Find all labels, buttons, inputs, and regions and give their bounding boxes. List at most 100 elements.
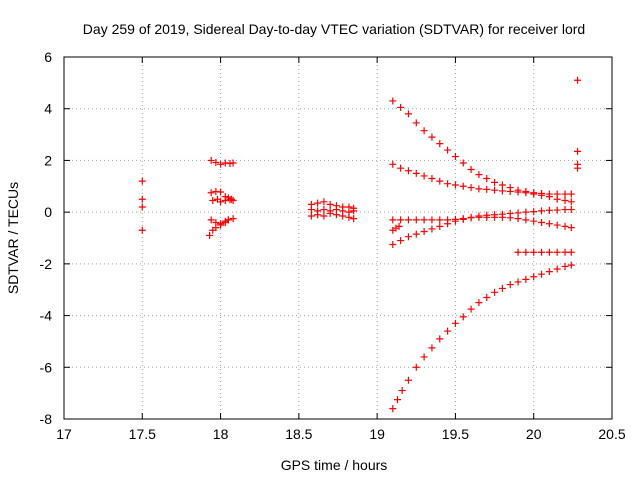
series-cluster-18.7-a (307, 198, 358, 212)
data-point (207, 216, 215, 224)
data-point (389, 160, 397, 168)
y-tick-label: 2 (44, 152, 52, 168)
series-track-short (389, 222, 403, 234)
y-tick-label: -8 (40, 411, 53, 427)
y-tick-label: -6 (40, 359, 53, 375)
data-point (483, 293, 491, 301)
data-point (498, 284, 506, 292)
data-point (428, 175, 436, 183)
data-point (350, 215, 358, 223)
series-cluster-18-mid-b (209, 195, 237, 206)
data-point (217, 198, 225, 206)
data-point (389, 216, 397, 224)
data-point (444, 327, 452, 335)
data-point (561, 248, 569, 256)
x-tick-label: 18.5 (285, 426, 312, 442)
x-tick-label: 19 (369, 426, 385, 442)
data-point (207, 156, 215, 164)
data-point (530, 208, 538, 216)
series-track-mid-upper (389, 160, 575, 206)
data-point (538, 207, 546, 215)
data-point (217, 160, 225, 168)
data-point (459, 313, 467, 321)
data-point (538, 270, 546, 278)
data-point (545, 220, 553, 228)
series-track-flat (514, 248, 575, 256)
data-point (567, 261, 575, 269)
data-point (567, 248, 575, 256)
data-point (326, 200, 334, 208)
data-point (506, 281, 514, 289)
data-point (395, 222, 403, 230)
data-point (522, 275, 530, 283)
series-isolated-17.5 (138, 177, 146, 234)
data-point (397, 103, 405, 111)
data-point (224, 216, 232, 224)
data-point (451, 181, 459, 189)
data-point (436, 222, 444, 230)
data-point (514, 209, 522, 217)
data-point (420, 353, 428, 361)
series-track-deep (389, 261, 575, 413)
data-point (339, 212, 347, 220)
data-point (320, 206, 328, 214)
data-point (545, 193, 553, 201)
data-point (217, 221, 225, 229)
data-point (436, 335, 444, 343)
data-point (498, 187, 506, 195)
grid (64, 57, 612, 419)
data-point (545, 248, 553, 256)
series-track-lower (389, 206, 575, 248)
data-point (514, 188, 522, 196)
data-point (404, 233, 412, 241)
data-point (491, 178, 499, 186)
data-point (226, 196, 234, 204)
data-point (522, 248, 530, 256)
x-tick-label: 17 (56, 426, 72, 442)
data-point (498, 210, 506, 218)
data-point (467, 184, 475, 192)
data-point (522, 208, 530, 216)
data-point (436, 216, 444, 224)
data-point (138, 177, 146, 185)
data-point (420, 216, 428, 224)
y-tick-label: -2 (40, 256, 53, 272)
y-tick-label: 6 (44, 49, 52, 65)
data-point (428, 225, 436, 233)
plot-frame (63, 56, 613, 420)
y-tick-label: -4 (40, 308, 53, 324)
data-point (420, 228, 428, 236)
data-point (393, 396, 401, 404)
data-point (138, 226, 146, 234)
data-point (530, 217, 538, 225)
data-point (314, 211, 322, 219)
data-point (514, 248, 522, 256)
data-point (397, 164, 405, 172)
x-tick-label: 20 (526, 426, 542, 442)
data-point (451, 217, 459, 225)
x-tick-label: 20.5 (598, 426, 625, 442)
data-point (314, 199, 322, 207)
data-point (491, 211, 499, 219)
data-point (561, 262, 569, 270)
data-point (567, 224, 575, 232)
data-point (436, 140, 444, 148)
x-axis-label: GPS time / hours (281, 457, 388, 473)
data-point (475, 171, 483, 179)
series-cluster-18.7-c (307, 209, 358, 223)
data-point (397, 216, 405, 224)
data-point (475, 299, 483, 307)
data-point (491, 186, 499, 194)
data-point (412, 363, 420, 371)
data-point (553, 248, 561, 256)
data-point (459, 215, 467, 223)
data-point (212, 158, 220, 166)
series-track-upper (389, 97, 575, 198)
data-point (545, 268, 553, 276)
data-point (567, 190, 575, 198)
data-point (412, 230, 420, 238)
data-point (444, 180, 452, 188)
data-point (307, 206, 315, 214)
data-point (217, 188, 225, 196)
data-point (483, 185, 491, 193)
